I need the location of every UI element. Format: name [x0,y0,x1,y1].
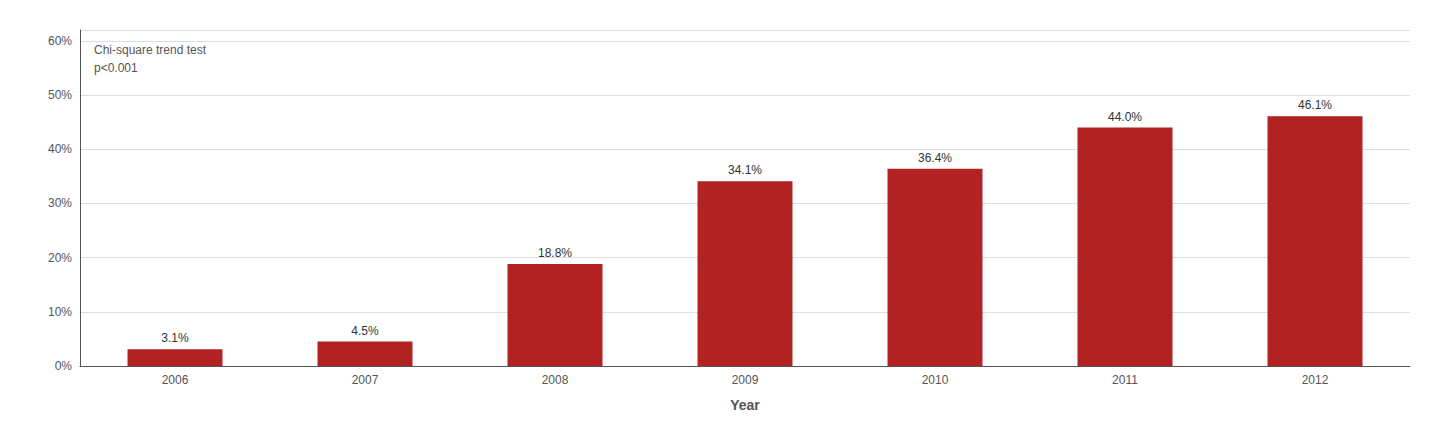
svg-text:30%: 30% [48,196,72,210]
svg-text:4.5%: 4.5% [351,324,379,338]
svg-text:0%: 0% [55,359,73,373]
svg-text:Chi-square trend test: Chi-square trend test [94,43,207,57]
svg-text:60%: 60% [48,34,72,48]
svg-text:46.1%: 46.1% [1298,98,1332,112]
svg-text:36.4%: 36.4% [918,151,952,165]
svg-text:2006: 2006 [162,373,189,387]
svg-text:10%: 10% [48,305,72,319]
svg-text:34.1%: 34.1% [728,163,762,177]
svg-text:p<0.001: p<0.001 [94,61,138,75]
svg-text:2008: 2008 [542,373,569,387]
svg-text:44.0%: 44.0% [1108,110,1142,124]
svg-text:Year: Year [730,397,760,413]
svg-text:40%: 40% [48,142,72,156]
svg-text:2011: 2011 [1112,373,1138,387]
svg-text:2007: 2007 [352,373,379,387]
svg-text:3.1%: 3.1% [161,331,189,345]
svg-text:2012: 2012 [1302,373,1329,387]
svg-text:2009: 2009 [732,373,759,387]
svg-text:2010: 2010 [922,373,949,387]
svg-text:18.8%: 18.8% [538,246,572,260]
svg-text:50%: 50% [48,88,72,102]
svg-text:20%: 20% [48,251,72,265]
